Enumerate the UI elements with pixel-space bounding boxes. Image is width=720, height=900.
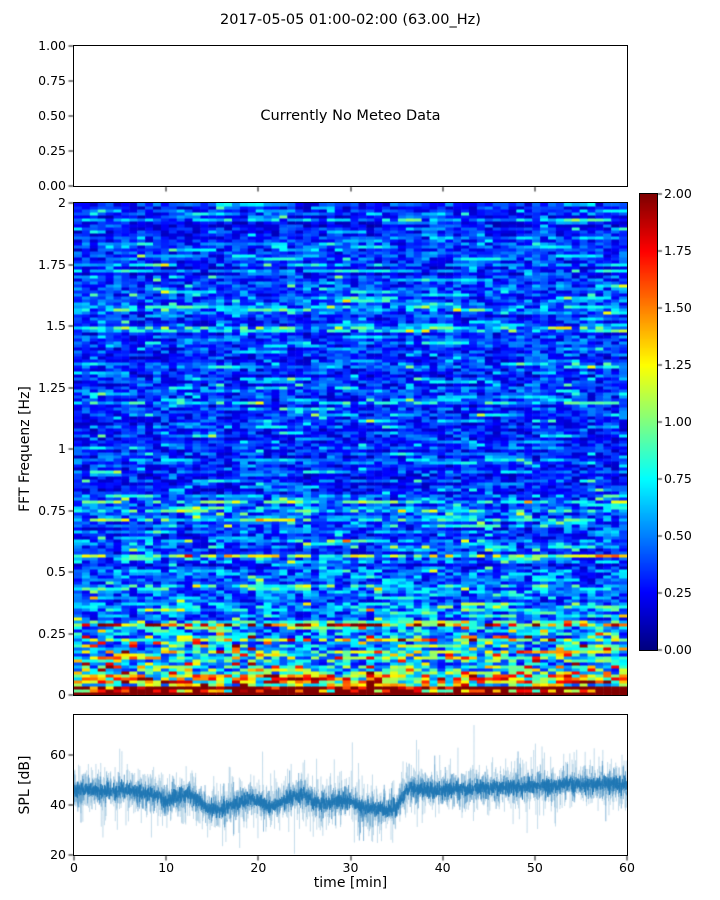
- colorbar-gradient-canvas: [640, 194, 657, 650]
- colorbar-tick-label: 1.00: [664, 414, 692, 429]
- fft-ytick-label: 1: [58, 441, 66, 456]
- colorbar: [639, 193, 658, 651]
- spl-ytick-label: 40: [50, 797, 66, 812]
- spl-panel: [73, 714, 628, 856]
- colorbar-tick-label: 1.75: [664, 243, 692, 258]
- colorbar-tick-label: 0.25: [664, 585, 692, 600]
- meteo-panel: Currently No Meteo Data: [73, 45, 628, 187]
- colorbar-tick-label: 1.50: [664, 300, 692, 315]
- meteo-ytick-label: 1.00: [38, 38, 66, 53]
- fft-ytick-label: 0.75: [38, 502, 66, 518]
- fft-ytick-label: 1.25: [38, 379, 66, 395]
- fft-ytick-label: 0.5: [46, 564, 66, 579]
- figure-title: 2017-05-05 01:00-02:00 (63.00_Hz): [220, 12, 481, 28]
- spectrogram-heatmap-canvas: [74, 203, 627, 695]
- meteo-ytick-label: 0.75: [38, 73, 66, 88]
- fft-ytick-label: 0.25: [38, 625, 66, 641]
- fft-ytick-label: 1.5: [46, 318, 66, 333]
- time-x-axis-label: time [min]: [313, 875, 388, 891]
- time-xtick-label: 0: [70, 860, 78, 875]
- spl-ytick-label: 60: [50, 747, 66, 762]
- colorbar-tick-label: 2.00: [664, 186, 692, 201]
- time-xtick-label: 30: [342, 860, 359, 875]
- spl-line-canvas: [74, 715, 627, 855]
- spl-ytick-label: 20: [50, 847, 66, 862]
- fft-ytick-label: 0: [58, 687, 66, 702]
- colorbar-tick-label: 0.75: [664, 471, 692, 486]
- spectrogram-panel: [73, 202, 628, 696]
- meteo-ytick-label: 0.50: [38, 108, 66, 123]
- colorbar-tick-label: 0.50: [664, 528, 692, 543]
- no-meteo-data-text: Currently No Meteo Data: [260, 108, 441, 124]
- meteo-ytick-label: 0.00: [38, 178, 66, 193]
- spl-y-axis-label: SPL [dB]: [17, 755, 33, 815]
- time-xtick-label: 20: [250, 860, 267, 875]
- time-xtick-label: 40: [434, 860, 451, 875]
- colorbar-tick-label: 1.25: [664, 357, 692, 372]
- colorbar-tick-label: 0.00: [664, 642, 692, 657]
- time-xtick-label: 60: [619, 860, 635, 875]
- time-xtick-label: 50: [526, 860, 543, 875]
- time-xtick-label: 10: [158, 860, 175, 875]
- spectrogram-y-axis-label: FFT Frequenz [Hz]: [17, 386, 33, 512]
- meteo-ytick-label: 0.25: [38, 143, 66, 158]
- fft-ytick-label: 1.75: [38, 256, 66, 272]
- fft-ytick-label: 2: [58, 195, 66, 210]
